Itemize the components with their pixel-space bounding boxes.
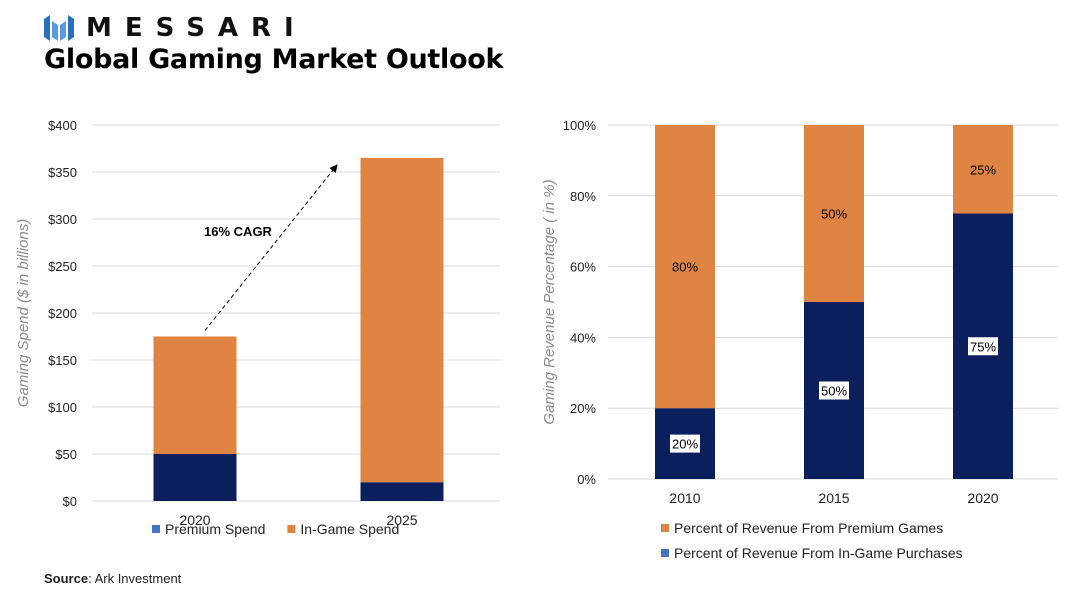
source-text: : Ark Investment (88, 571, 182, 586)
brand-header: MESSARI (44, 13, 307, 43)
bar-segment (153, 336, 237, 454)
data-label-background (819, 381, 849, 400)
page-title: Global Gaming Market Outlook (44, 44, 504, 75)
y-axis-label: Gaming Revenue Percentage ( in %) (541, 179, 558, 424)
x-tick-label: 2025 (386, 512, 417, 528)
data-label: 75% (970, 339, 996, 354)
bar-segment (153, 454, 237, 501)
legend-swatch (661, 549, 669, 557)
bar-segment (953, 125, 1013, 214)
bar-segment (360, 482, 444, 501)
y-tick-label: $200 (48, 306, 77, 321)
source-note: Source: Ark Investment (44, 571, 181, 586)
legend-label: Premium Spend (165, 521, 265, 537)
messari-logo-icon (44, 15, 74, 41)
y-tick-label: $150 (48, 353, 77, 368)
data-label: 50% (821, 207, 847, 222)
x-tick-label: 2020 (179, 512, 210, 528)
y-tick-label: $250 (48, 259, 77, 274)
y-tick-label: $300 (48, 212, 77, 227)
data-label-background (670, 434, 700, 453)
legend-label: Percent of Revenue From In-Game Purchase… (674, 545, 963, 561)
legend-swatch (661, 524, 669, 532)
y-tick-label: 100% (563, 118, 597, 133)
y-axis-label: Gaming Spend ($ in billions) (15, 219, 32, 407)
bar-segment (360, 157, 444, 483)
data-label: 50% (821, 384, 847, 399)
y-tick-label: 20% (570, 401, 596, 416)
y-tick-label: 0% (577, 472, 596, 487)
bar-segment (804, 125, 864, 302)
legend-label: In-Game Spend (300, 521, 399, 537)
cagr-annotation: 16% CAGR (204, 224, 273, 239)
legend-swatch (152, 525, 160, 533)
bar-segment (655, 125, 715, 409)
y-tick-label: $100 (48, 400, 77, 415)
data-label: 25% (970, 162, 996, 177)
x-tick-label: 2010 (669, 490, 700, 506)
legend-swatch (287, 525, 296, 533)
y-tick-label: $350 (48, 165, 77, 180)
y-tick-label: $0 (63, 494, 77, 509)
y-tick-label: $400 (48, 118, 77, 133)
data-label-background (968, 337, 998, 356)
legend-label: Percent of Revenue From Premium Games (674, 520, 943, 536)
y-tick-label: 40% (570, 330, 596, 345)
gaming-spend-chart: $0 $50 $100 $150 $200 $250 $300 $350 $400 2020 202… (15, 118, 500, 537)
source-label: Source (44, 571, 89, 586)
y-tick-label: $50 (55, 447, 77, 462)
y-tick-label: 80% (570, 189, 596, 204)
data-label: 20% (672, 437, 698, 452)
data-label: 80% (672, 260, 698, 275)
x-tick-label: 2015 (818, 490, 849, 506)
brand-name: MESSARI (86, 13, 307, 43)
cagr-arrow (204, 164, 338, 331)
x-tick-label: 2020 (967, 490, 998, 506)
revenue-percentage-chart: 0% 20% 40% 60% 80% 100% 20% 80% 2010 50% 50% 2015 75… (541, 118, 1058, 561)
y-tick-label: 60% (570, 260, 596, 275)
